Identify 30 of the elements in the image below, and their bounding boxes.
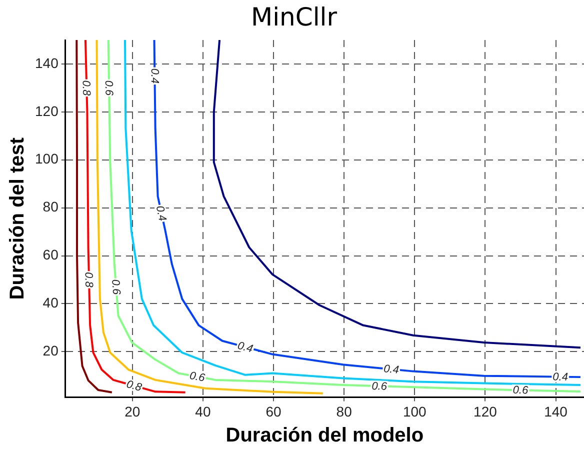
y-tick-label: 60 xyxy=(42,246,59,263)
annotation: 0.8 xyxy=(125,378,144,394)
annotation: 0.6 xyxy=(512,384,530,397)
x-tick-label: 140 xyxy=(544,403,568,420)
y-axis-title: Duración del test xyxy=(6,137,29,300)
y-tick-label: 80 xyxy=(42,198,59,215)
x-tick-label: 100 xyxy=(402,403,427,420)
x-tick-label: 40 xyxy=(195,403,211,420)
y-tick-label: 100 xyxy=(35,150,59,167)
annotation: 0.4 xyxy=(236,340,254,356)
annotation: 0.4 xyxy=(153,204,168,222)
x-tick-label: 20 xyxy=(124,403,140,420)
annotation: 0.6 xyxy=(188,370,207,385)
chart-title: MinCllr xyxy=(251,2,338,32)
annotation: 0.4 xyxy=(552,371,568,384)
y-tick-label: 20 xyxy=(42,342,59,359)
y-tick-label: 40 xyxy=(42,294,59,311)
annotation: 0.4 xyxy=(148,68,160,84)
x-tick-label: 60 xyxy=(266,403,282,420)
annotation: 0.6 xyxy=(102,80,115,97)
annotation: 0.8 xyxy=(80,80,92,97)
annotation: 0.8 xyxy=(82,272,95,288)
annotation: 0.4 xyxy=(383,363,400,376)
x-axis-title: Duración del modelo xyxy=(226,424,424,447)
annotation: 0.6 xyxy=(372,380,388,393)
annotation: 0.6 xyxy=(109,278,122,296)
y-tick-label: 120 xyxy=(35,102,59,119)
x-tick-label: 120 xyxy=(474,403,498,420)
y-tick-label: 140 xyxy=(35,54,59,71)
x-tick-label: 80 xyxy=(336,403,352,420)
